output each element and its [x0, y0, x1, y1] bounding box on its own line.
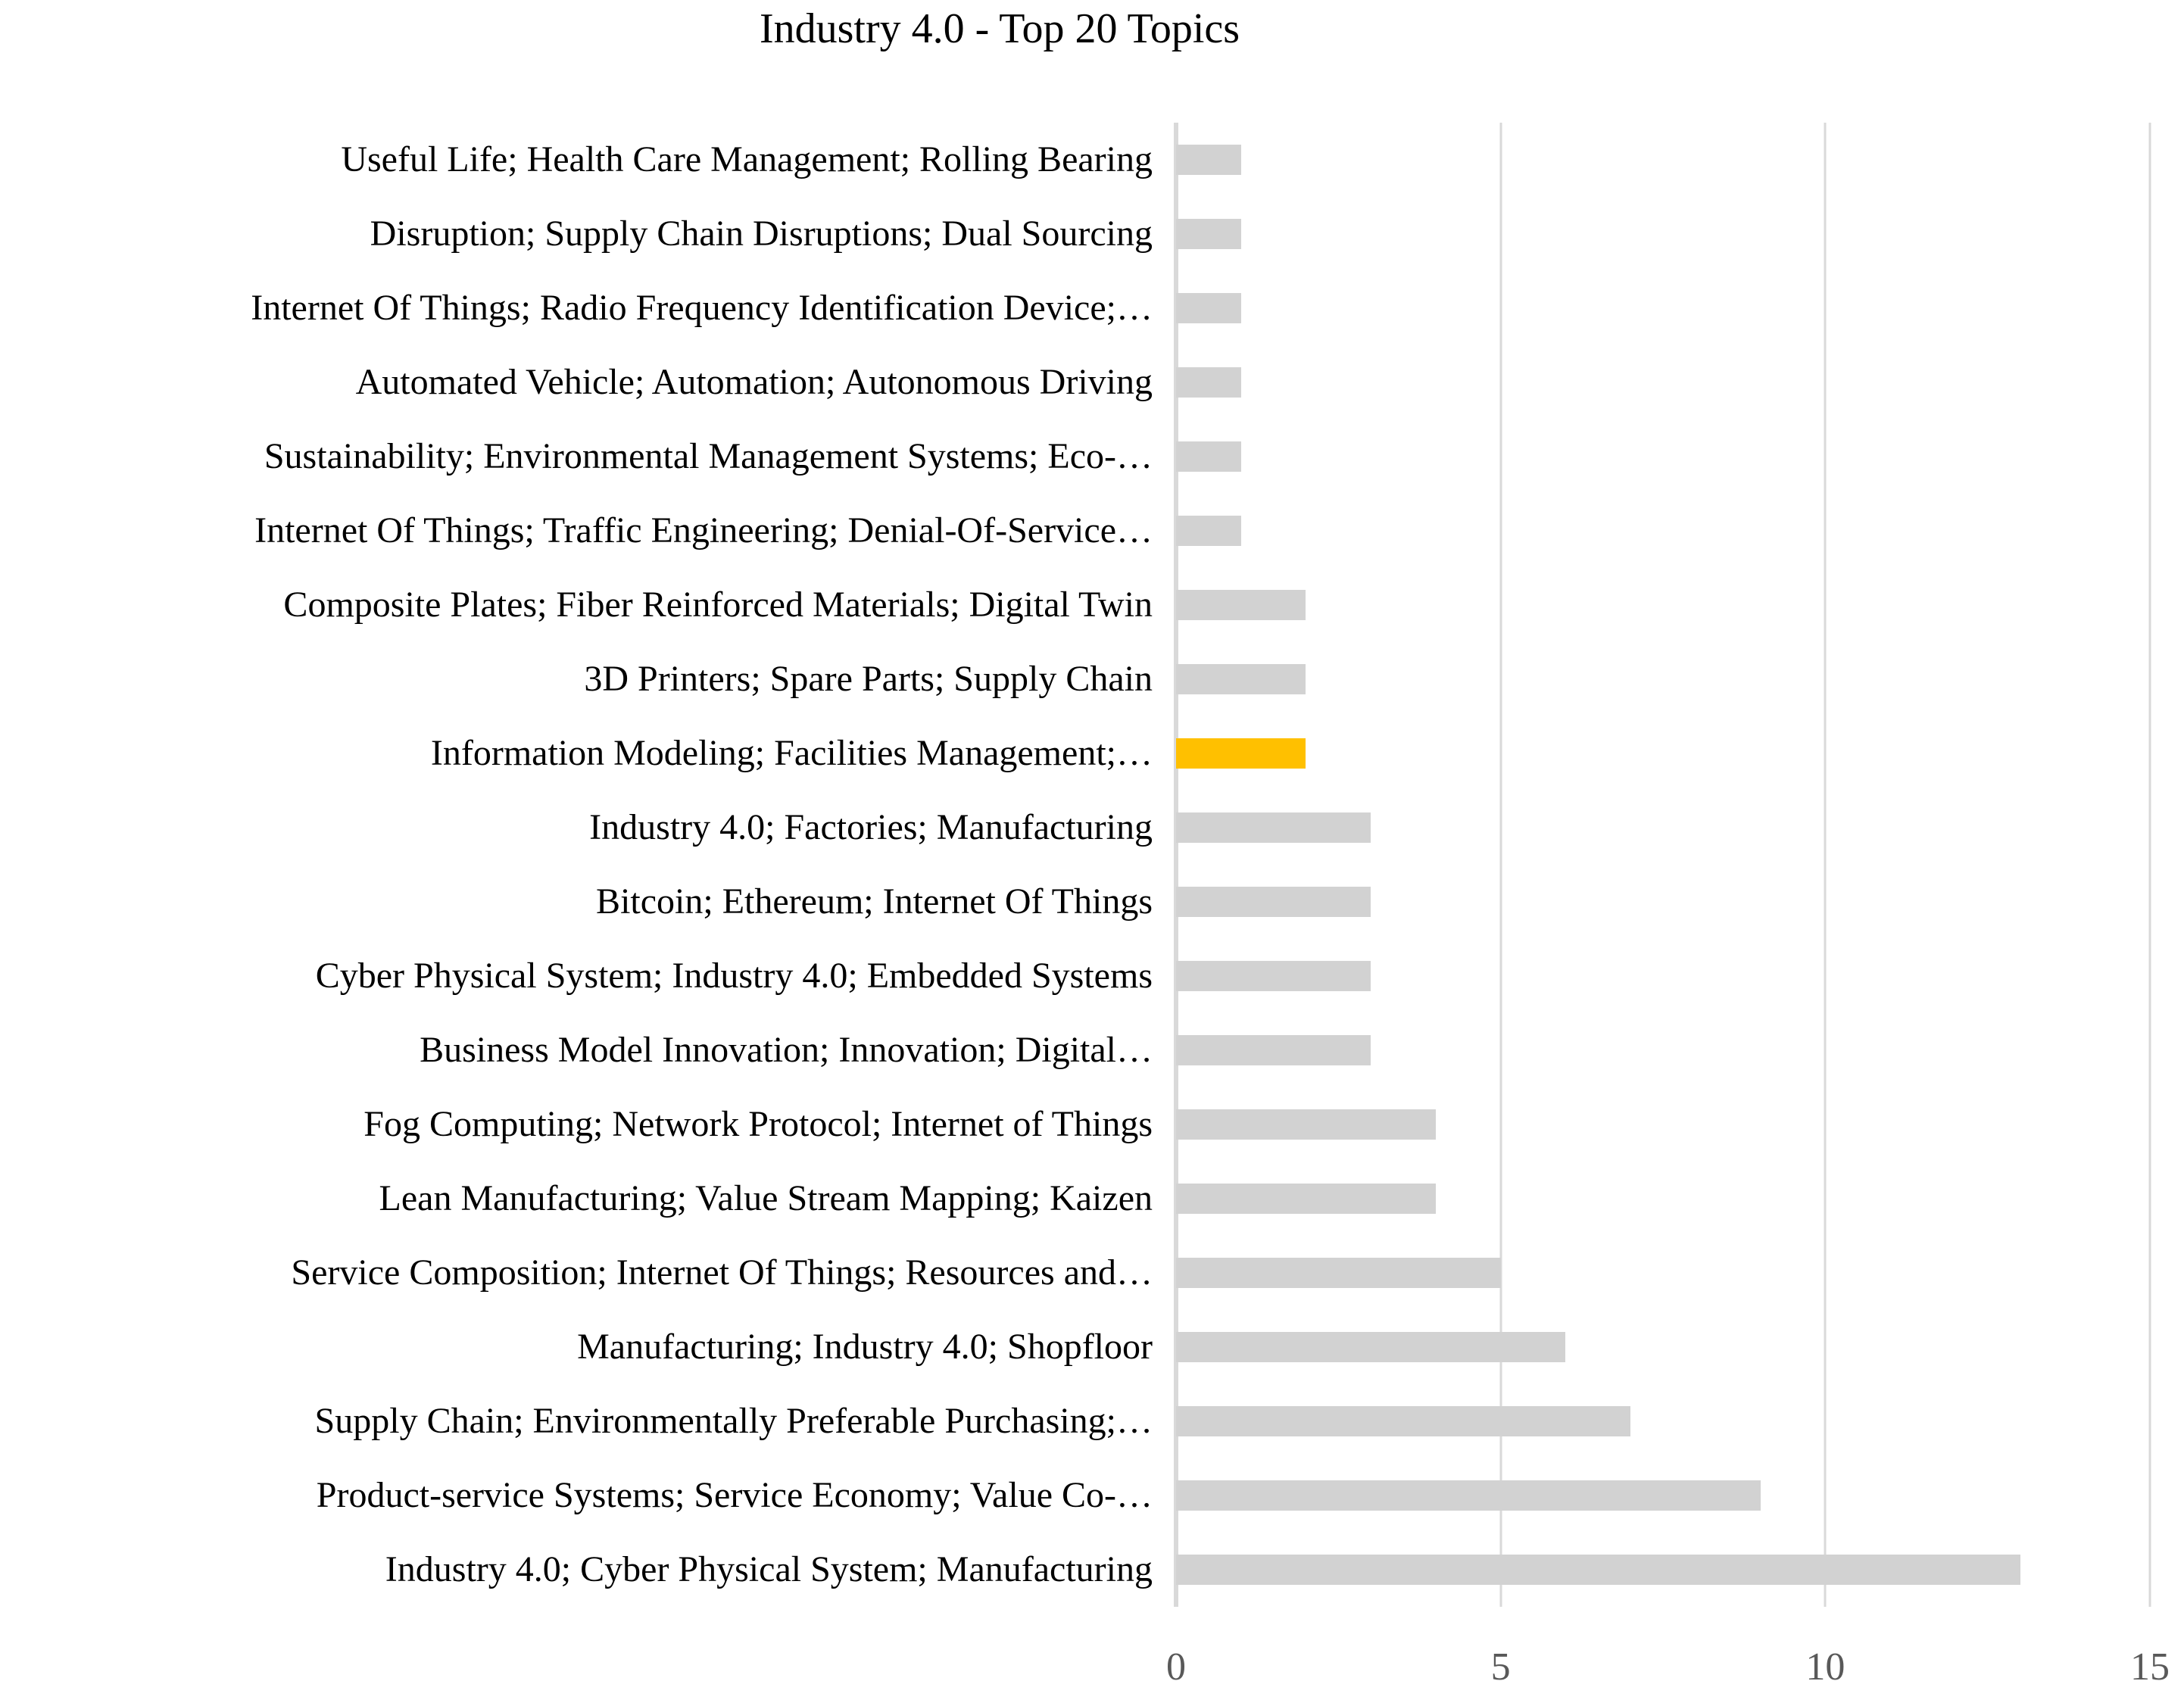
category-row: Internet Of Things; Traffic Engineering;… [0, 494, 2184, 568]
bar [1176, 293, 1241, 323]
bar-track [1176, 939, 2150, 1013]
bar [1176, 441, 1241, 472]
category-row: Bitcoin; Ethereum; Internet Of Things [0, 865, 2184, 939]
category-label: Supply Chain; Environmentally Preferable… [314, 1401, 1153, 1441]
bar-track [1176, 345, 2150, 419]
category-row: Industry 4.0; Factories; Manufacturing [0, 791, 2184, 865]
bar [1176, 887, 1371, 917]
bar-track [1176, 865, 2150, 939]
bar [1176, 1035, 1371, 1065]
x-axis-tick-label: 15 [2130, 1645, 2170, 1689]
category-row: Useful Life; Health Care Management; Rol… [0, 123, 2184, 197]
category-row: Cyber Physical System; Industry 4.0; Emb… [0, 939, 2184, 1013]
bar [1176, 145, 1241, 175]
bar-track [1176, 1236, 2150, 1310]
bar-track [1176, 791, 2150, 865]
bar [1176, 1109, 1436, 1140]
value-axis-line [1174, 123, 1178, 1607]
plot-gridlines [1174, 123, 2151, 1607]
category-label: Disruption; Supply Chain Disruptions; Du… [370, 214, 1153, 254]
bar-track [1176, 568, 2150, 642]
category-label: Useful Life; Health Care Management; Rol… [341, 139, 1153, 179]
x-axis: 0 5 10 15 [1166, 1645, 2170, 1698]
category-row: Sustainability; Environmental Management… [0, 419, 2184, 494]
gridline [1824, 123, 1827, 1607]
category-row: Information Modeling; Facilities Managem… [0, 716, 2184, 791]
category-label: Composite Plates; Fiber Reinforced Mater… [283, 585, 1153, 625]
category-row: 3D Printers; Spare Parts; Supply Chain [0, 642, 2184, 716]
category-label: Internet Of Things; Radio Frequency Iden… [251, 288, 1153, 328]
x-axis-tick-label: 10 [1805, 1645, 1845, 1689]
bar [1176, 1184, 1436, 1214]
chart-title: Industry 4.0 - Top 20 Topics [759, 5, 1240, 52]
bar [1176, 367, 1241, 398]
category-row: Manufacturing; Industry 4.0; Shopfloor [0, 1310, 2184, 1384]
category-label: Manufacturing; Industry 4.0; Shopfloor [577, 1327, 1153, 1367]
bar-track [1176, 1533, 2150, 1607]
category-row: Composite Plates; Fiber Reinforced Mater… [0, 568, 2184, 642]
category-row: Fog Computing; Network Protocol; Interne… [0, 1087, 2184, 1162]
bar-track [1176, 494, 2150, 568]
category-label: Information Modeling; Facilities Managem… [430, 733, 1153, 773]
category-label: Internet Of Things; Traffic Engineering;… [254, 510, 1153, 550]
bar-track [1176, 197, 2150, 271]
x-axis-tick-label: 5 [1490, 1645, 1511, 1689]
bar [1176, 1406, 1631, 1436]
category-label: Fog Computing; Network Protocol; Interne… [363, 1104, 1153, 1144]
category-label: Product-service Systems; Service Economy… [316, 1475, 1153, 1515]
category-label: Service Composition; Internet Of Things;… [291, 1252, 1153, 1293]
category-label: Bitcoin; Ethereum; Internet Of Things [596, 881, 1153, 922]
bar [1176, 219, 1241, 249]
category-row: Service Composition; Internet Of Things;… [0, 1236, 2184, 1310]
category-row: Product-service Systems; Service Economy… [0, 1458, 2184, 1533]
bar [1176, 812, 1371, 843]
bar [1176, 590, 1306, 620]
bar-track [1176, 1310, 2150, 1384]
bar [1176, 516, 1241, 546]
category-label: Business Model Innovation; Innovation; D… [420, 1030, 1153, 1070]
bar [1176, 961, 1371, 991]
gridline [2148, 123, 2151, 1607]
bar-track [1176, 1162, 2150, 1236]
bar [1176, 1555, 2020, 1585]
category-row: Disruption; Supply Chain Disruptions; Du… [0, 197, 2184, 271]
bar-track [1176, 1013, 2150, 1087]
bar-track [1176, 419, 2150, 494]
category-label: 3D Printers; Spare Parts; Supply Chain [584, 659, 1153, 699]
category-row: Industry 4.0; Cyber Physical System; Man… [0, 1533, 2184, 1607]
bar-track [1176, 271, 2150, 345]
category-row: Business Model Innovation; Innovation; D… [0, 1013, 2184, 1087]
category-row: Supply Chain; Environmentally Preferable… [0, 1384, 2184, 1458]
bar [1176, 1258, 1501, 1288]
category-label: Sustainability; Environmental Management… [264, 436, 1153, 476]
bar-highlighted [1176, 738, 1306, 769]
category-row: Automated Vehicle; Automation; Autonomou… [0, 345, 2184, 419]
bar-track [1176, 1087, 2150, 1162]
bar-track [1176, 1384, 2150, 1458]
bar [1176, 1480, 1761, 1511]
category-label: Industry 4.0; Factories; Manufacturing [589, 807, 1153, 847]
bar-track [1176, 716, 2150, 791]
category-label: Lean Manufacturing; Value Stream Mapping… [379, 1178, 1153, 1218]
bar-rows: Useful Life; Health Care Management; Rol… [0, 123, 2184, 1607]
category-label: Cyber Physical System; Industry 4.0; Emb… [315, 956, 1153, 996]
category-label: Industry 4.0; Cyber Physical System; Man… [385, 1549, 1153, 1589]
bar [1176, 1332, 1566, 1362]
bar-track [1176, 642, 2150, 716]
bar-track [1176, 1458, 2150, 1533]
x-axis-tick-label: 0 [1166, 1645, 1186, 1689]
bar-track [1176, 123, 2150, 197]
bar [1176, 664, 1306, 694]
gridline [1499, 123, 1502, 1607]
category-row: Internet Of Things; Radio Frequency Iden… [0, 271, 2184, 345]
category-label: Automated Vehicle; Automation; Autonomou… [355, 362, 1153, 402]
category-row: Lean Manufacturing; Value Stream Mapping… [0, 1162, 2184, 1236]
